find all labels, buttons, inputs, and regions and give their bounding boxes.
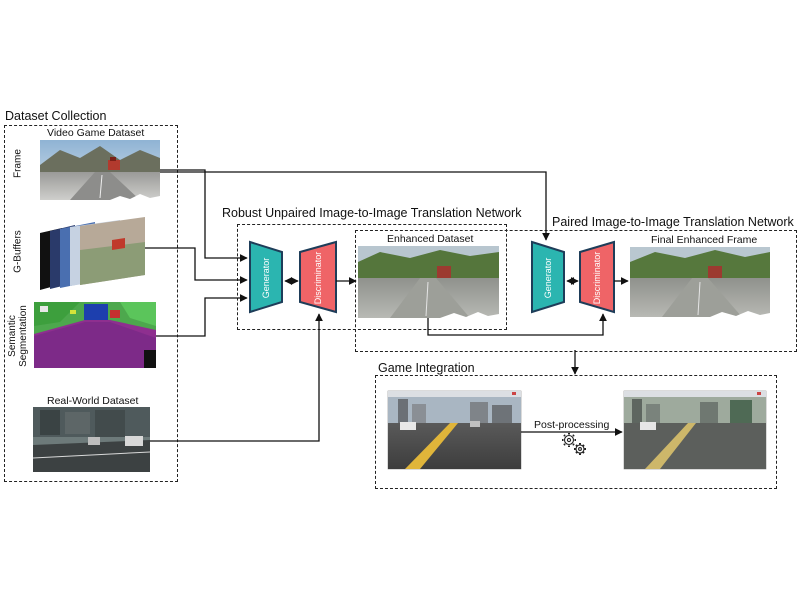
robust-generator-block bbox=[249, 240, 283, 314]
final-enhanced-frame-label: Final Enhanced Frame bbox=[651, 234, 758, 246]
paired-network-title: Paired Image-to-Image Translation Networ… bbox=[552, 215, 794, 229]
video-game-frame-image bbox=[40, 140, 160, 200]
real-world-image bbox=[32, 407, 151, 472]
paired-generator-label: Generator bbox=[543, 258, 553, 299]
dataset-collection-box bbox=[4, 125, 178, 482]
game-screenshot-after bbox=[623, 390, 767, 470]
g-buffers-image-stack bbox=[40, 217, 145, 290]
post-processing-label: Post-processing bbox=[534, 419, 610, 431]
robust-discriminator-block bbox=[299, 240, 337, 314]
dataset-collection-title: Dataset Collection bbox=[5, 109, 107, 123]
real-world-dataset-label: Real-World Dataset bbox=[47, 395, 139, 407]
robust-network-box bbox=[237, 224, 507, 330]
enhanced-dataset-label: Enhanced Dataset bbox=[387, 233, 474, 245]
final-enhanced-frame-image bbox=[630, 247, 770, 317]
robust-generator-label: Generator bbox=[261, 258, 271, 299]
gears-icon bbox=[562, 433, 586, 455]
connector-arrows bbox=[145, 169, 629, 442]
paired-discriminator-block bbox=[579, 240, 615, 314]
robust-discriminator-label: Discriminator bbox=[313, 252, 323, 305]
game-screenshot-before bbox=[387, 390, 522, 470]
paired-generator-block bbox=[531, 240, 565, 314]
robust-network-title: Robust Unpaired Image-to-Image Translati… bbox=[222, 206, 522, 220]
game-integration-box bbox=[375, 375, 777, 489]
enhanced-dataset-image bbox=[358, 246, 499, 318]
game-integration-title: Game Integration bbox=[378, 361, 475, 375]
semantic-segmentation-image bbox=[34, 302, 156, 368]
paired-network-box bbox=[355, 230, 797, 352]
paired-discriminator-label: Discriminator bbox=[592, 252, 602, 305]
video-game-dataset-label: Video Game Dataset bbox=[47, 127, 145, 139]
